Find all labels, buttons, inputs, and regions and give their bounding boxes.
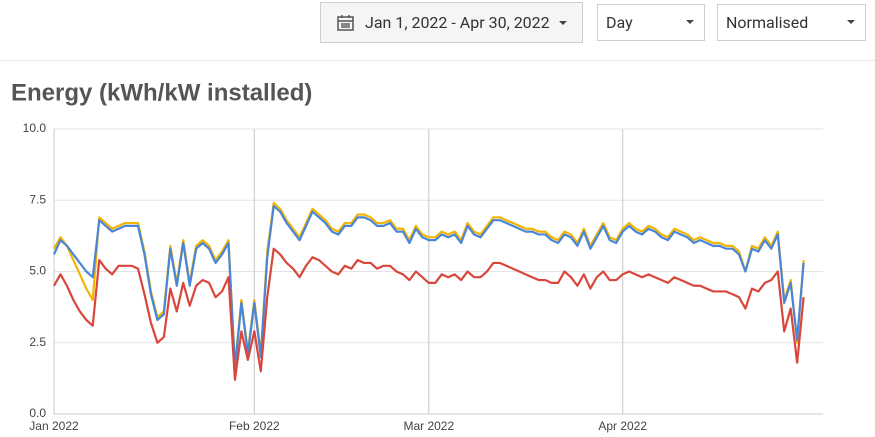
y-tick-label: 2.5 [29, 335, 46, 349]
series-line [53, 247, 805, 381]
x-tick-label: Mar 2022 [403, 419, 454, 433]
mode-select[interactable]: Normalised [717, 4, 866, 41]
chart-title: Energy (kWh/kW installed) [11, 79, 312, 106]
caret [686, 20, 694, 24]
date-range-button[interactable]: Jan 1, 2022 - Apr 30, 2022 [320, 2, 583, 43]
caret [847, 20, 855, 24]
calendar-icon [337, 14, 354, 31]
y-tick-label: 0.0 [29, 406, 46, 420]
interval-select[interactable]: Day [597, 4, 705, 41]
series-line [52, 204, 805, 370]
series-line [53, 202, 805, 367]
x-tick-label: Jan 2022 [29, 419, 79, 433]
interval-text: Day [606, 13, 633, 32]
y-tick-label: 7.5 [29, 192, 46, 206]
x-tick-label: Feb 2022 [229, 419, 280, 433]
separator [0, 60, 875, 61]
y-tick-label: 5.0 [29, 264, 46, 278]
x-tick-label: Apr 2022 [598, 419, 647, 433]
caret [558, 20, 567, 25]
y-tick-label: 10.0 [23, 121, 47, 135]
mode-text: Normalised [726, 13, 809, 32]
date-range-text: Jan 1, 2022 - Apr 30, 2022 [365, 13, 550, 32]
